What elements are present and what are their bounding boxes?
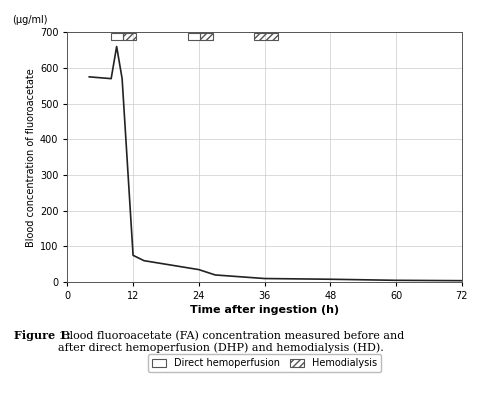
Y-axis label: Blood concentration of fluoroacetate: Blood concentration of fluoroacetate <box>25 68 36 247</box>
X-axis label: Time after ingestion (h): Time after ingestion (h) <box>190 305 338 315</box>
Text: Figure 1:: Figure 1: <box>14 330 71 341</box>
Text: Blood fluoroacetate (FA) concentration measured before and
after direct hemoperf: Blood fluoroacetate (FA) concentration m… <box>58 330 403 353</box>
Legend: Direct hemoperfusion, Hemodialysis: Direct hemoperfusion, Hemodialysis <box>147 354 381 372</box>
Text: (µg/ml): (µg/ml) <box>12 15 48 25</box>
FancyBboxPatch shape <box>188 33 200 40</box>
FancyBboxPatch shape <box>111 33 123 40</box>
